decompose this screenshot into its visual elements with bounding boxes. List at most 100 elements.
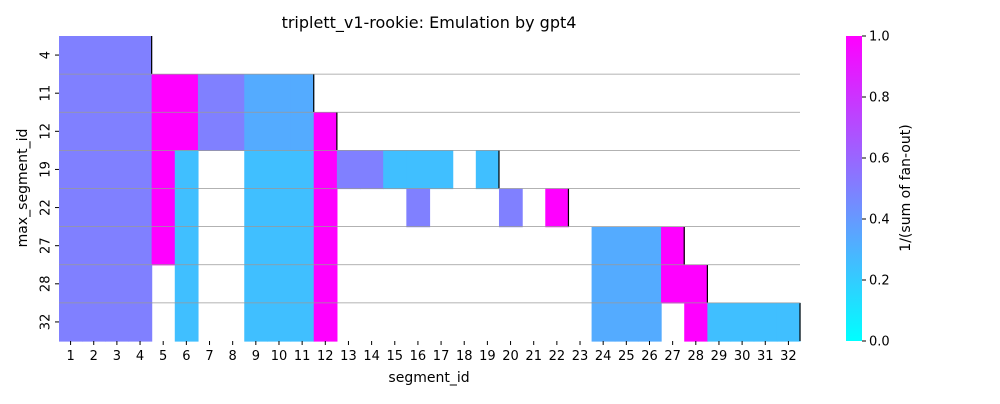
- x-tick-label: 30: [734, 349, 751, 364]
- colorbar: [846, 36, 862, 341]
- heatmap-cell-11-9: [244, 74, 269, 113]
- heatmap-cell-11-6: [174, 74, 199, 113]
- x-tick-label: 19: [479, 349, 496, 364]
- x-tick-label: 25: [618, 349, 635, 364]
- heatmap-cell-28-2: [82, 264, 106, 304]
- y-tick-label: 28: [39, 276, 54, 293]
- x-tick-label: 21: [525, 349, 542, 364]
- heatmap-cell-22-2: [82, 188, 106, 228]
- x-tick-label: 12: [317, 349, 334, 364]
- colorbar-tick-label: 0.4: [869, 213, 890, 228]
- x-tick-label: 9: [252, 349, 260, 364]
- heatmap-cell-4-3: [105, 36, 130, 75]
- heatmap-cell-22-4: [128, 188, 153, 228]
- heatmap-cell-27-24: [591, 226, 616, 266]
- heatmap-cell-12-3: [105, 112, 130, 151]
- heatmap-cell-12-7: [197, 112, 222, 151]
- heatmap-cell-28-27: [661, 264, 685, 304]
- heatmap-cell-11-7: [197, 74, 222, 113]
- heatmap-cell-32-2: [82, 302, 106, 342]
- heatmap-cell-27-9: [244, 226, 269, 266]
- x-tick-label: 32: [780, 349, 797, 364]
- heatmap-cell-27-25: [614, 226, 639, 266]
- heatmap-cell-28-1: [59, 264, 83, 304]
- heatmap-cell-22-20: [498, 188, 523, 228]
- heatmap-cell-11-4: [128, 74, 153, 113]
- x-tick-label: 18: [456, 349, 473, 364]
- heatmap-cell-4-4: [128, 36, 153, 75]
- heatmap-cell-32-24: [591, 302, 616, 342]
- heatmap-cell-11-5: [151, 74, 176, 113]
- heatmap-cell-27-27: [661, 226, 685, 266]
- heatmap-cell-27-11: [290, 226, 315, 266]
- y-tick-label: 19: [39, 161, 54, 178]
- heatmap-cell-19-16: [406, 150, 431, 190]
- heatmap-cell-12-6: [174, 112, 199, 151]
- heatmap-cell-12-10: [267, 112, 292, 151]
- heatmap-cell-32-9: [244, 302, 269, 342]
- heatmap-cell-19-3: [105, 150, 130, 190]
- heatmap-cell-32-31: [753, 302, 778, 342]
- heatmap-cell-12-2: [82, 112, 106, 151]
- heatmap-cell-19-13: [336, 150, 361, 190]
- heatmap-cell-28-11: [290, 264, 315, 304]
- heatmap-cell-28-3: [105, 264, 130, 304]
- x-tick-label: 20: [502, 349, 519, 364]
- heatmap-cell-22-6: [174, 188, 199, 228]
- heatmap-cell-32-30: [730, 302, 755, 342]
- heatmap-cell-32-1: [59, 302, 83, 342]
- heatmap-cell-32-10: [267, 302, 292, 342]
- heatmap-cell-32-26: [637, 302, 662, 342]
- x-tick-label: 22: [549, 349, 566, 364]
- y-tick-label: 32: [39, 314, 54, 331]
- heatmap-cell-27-6: [174, 226, 199, 266]
- heatmap-cell-32-25: [614, 302, 639, 342]
- x-tick-label: 15: [386, 349, 403, 364]
- heatmap-cell-19-19: [475, 150, 500, 190]
- colorbar-tick-label: 0.0: [869, 335, 890, 350]
- heatmap-cell-11-1: [59, 74, 83, 113]
- x-axis-ticks: 1 2 3 4 5 6 7 8 9 10 11 12 13 14 15 16 17 18 19 20 21 22 23 24 2…: [66, 341, 797, 364]
- y-tick-label: 27: [39, 237, 54, 254]
- x-tick-label: 10: [271, 349, 288, 364]
- heatmap-cell-28-6: [174, 264, 199, 304]
- colorbar-label: 1/(sum of fan-out): [898, 124, 914, 251]
- heatmap-cell-19-9: [244, 150, 269, 190]
- heatmap-cell-11-8: [221, 74, 245, 113]
- heatmap-cell-32-4: [128, 302, 153, 342]
- y-tick-label: 12: [39, 123, 54, 140]
- heatmap-cell-19-6: [174, 150, 199, 190]
- heatmap-cell-12-5: [151, 112, 176, 151]
- heatmap-cell-19-2: [82, 150, 106, 190]
- heatmap-cell-32-29: [707, 302, 732, 342]
- y-tick-label: 4: [39, 51, 54, 59]
- heatmap-cell-27-10: [267, 226, 292, 266]
- heatmap-cell-22-16: [406, 188, 431, 228]
- heatmap-cell-28-24: [591, 264, 616, 304]
- heatmap-cell-32-6: [174, 302, 199, 342]
- x-tick-label: 7: [205, 349, 213, 364]
- heatmap-cell-28-26: [637, 264, 662, 304]
- heatmap-cell-22-12: [313, 188, 338, 228]
- heatmap-cell-28-9: [244, 264, 269, 304]
- colorbar-tick-label: 0.6: [869, 152, 890, 167]
- y-tick-label: 11: [39, 85, 54, 102]
- heatmap-cell-19-1: [59, 150, 83, 190]
- colorbar-tick-label: 0.2: [869, 274, 890, 289]
- heatmap-cell-12-11: [290, 112, 315, 151]
- heatmap-cell-27-26: [637, 226, 662, 266]
- x-tick-label: 27: [664, 349, 681, 364]
- x-tick-label: 3: [113, 349, 121, 364]
- x-axis-label: segment_id: [388, 370, 469, 386]
- heatmap-cell-19-5: [151, 150, 176, 190]
- heatmap-cell-32-32: [776, 302, 801, 342]
- heatmap-cell-12-9: [244, 112, 269, 151]
- heatmap-cell-11-10: [267, 74, 292, 113]
- x-tick-label: 5: [159, 349, 167, 364]
- heatmap-cell-4-2: [82, 36, 106, 75]
- x-tick-label: 14: [363, 349, 380, 364]
- colorbar-ticks: 0.0 0.2 0.4 0.6 0.8 1.0: [862, 30, 890, 350]
- x-tick-label: 24: [595, 349, 612, 364]
- heatmap-cell-22-1: [59, 188, 83, 228]
